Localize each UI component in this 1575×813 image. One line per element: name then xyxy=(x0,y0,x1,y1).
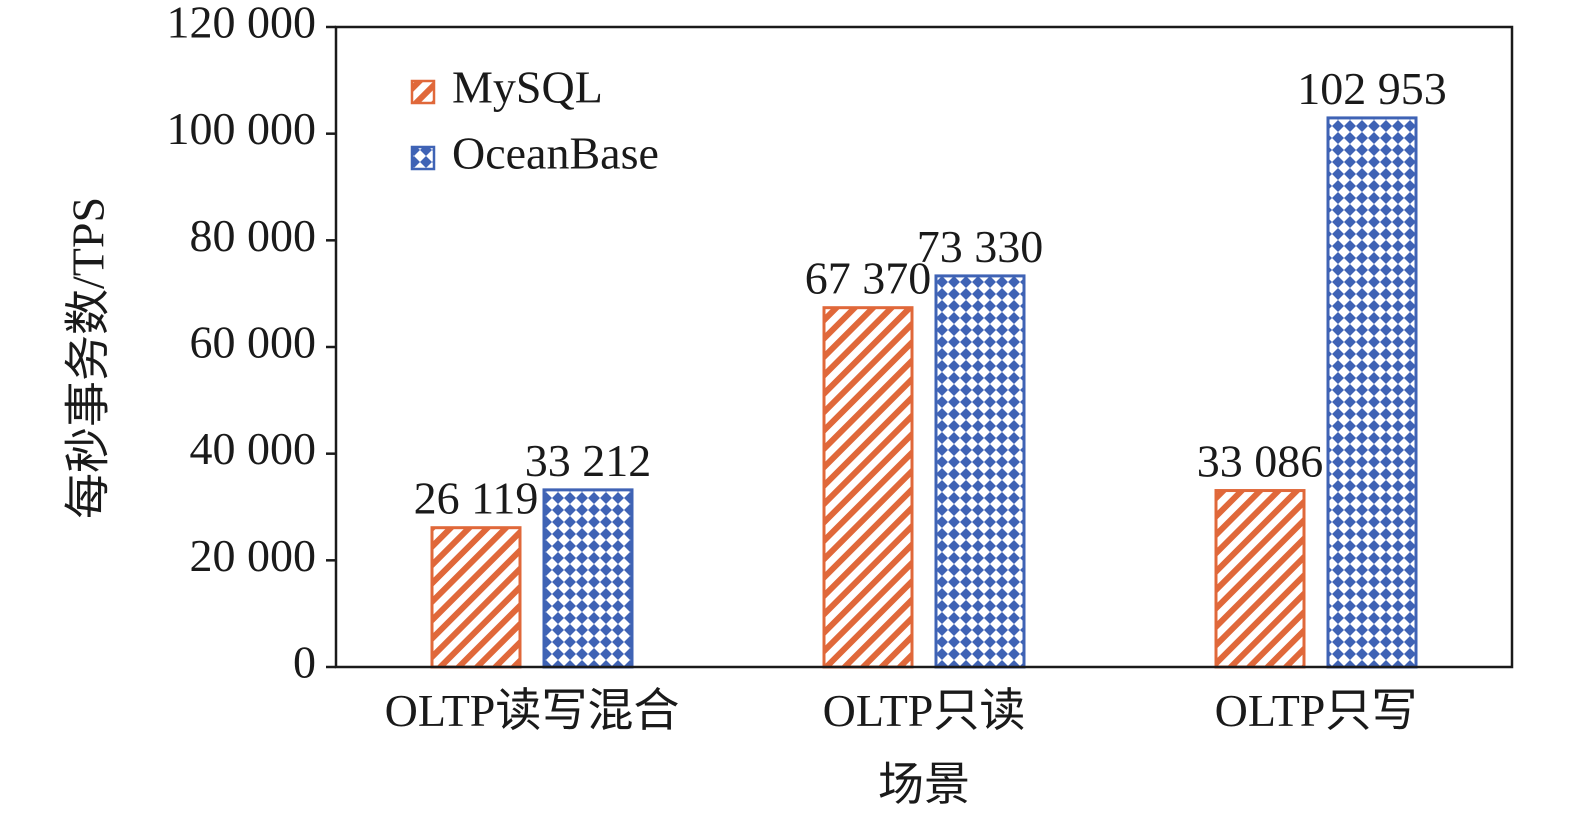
plot-frame xyxy=(334,25,1514,669)
bar-oceanbase-2 xyxy=(1326,116,1418,669)
y-tick-label: 60 000 xyxy=(190,317,317,368)
category-label: OLTP只写 xyxy=(1215,685,1418,736)
category-label: OLTP读写混合 xyxy=(385,685,680,736)
data-label-mysql-2: 33 086 xyxy=(1197,436,1324,487)
data-label-oceanbase-0: 33 212 xyxy=(525,435,652,486)
data-label-mysql-1: 67 370 xyxy=(805,253,932,304)
bars xyxy=(430,116,1418,669)
legend-swatch-mysql xyxy=(410,79,436,105)
y-tick-label: 40 000 xyxy=(190,423,317,474)
y-axis-title: 每秒事务数/TPS xyxy=(63,197,114,519)
data-label-oceanbase-2: 102 953 xyxy=(1297,63,1447,114)
y-tick-label: 120 000 xyxy=(167,0,317,48)
bar-mysql-1 xyxy=(822,306,914,669)
category-labels: OLTP读写混合 OLTP只读 OLTP只写 xyxy=(385,685,1418,736)
y-tick-label: 80 000 xyxy=(190,210,317,261)
bar-mysql-2 xyxy=(1214,489,1306,669)
y-tick-label: 20 000 xyxy=(190,530,317,581)
bar-oceanbase-1 xyxy=(934,274,1026,669)
legend-label-oceanbase: OceanBase xyxy=(452,128,659,179)
legend: MySQL OceanBase xyxy=(410,62,659,179)
category-label: OLTP只读 xyxy=(823,685,1026,736)
x-axis-title: 场景 xyxy=(878,759,970,810)
legend-swatch-oceanbase xyxy=(410,145,436,171)
data-label-oceanbase-1: 73 330 xyxy=(917,221,1044,272)
bar-oceanbase-0 xyxy=(542,488,634,669)
y-axis-title-group: 每秒事务数/TPS xyxy=(63,197,114,519)
legend-label-mysql: MySQL xyxy=(452,62,603,113)
y-tick-label: 0 xyxy=(293,637,316,688)
bar-mysql-0 xyxy=(430,526,522,669)
y-tick-label: 100 000 xyxy=(167,103,317,154)
y-axis-ticks: 0 20 000 40 000 60 000 80 000 100 000 120 000 xyxy=(167,0,336,688)
data-label-mysql-0: 26 119 xyxy=(414,473,539,524)
